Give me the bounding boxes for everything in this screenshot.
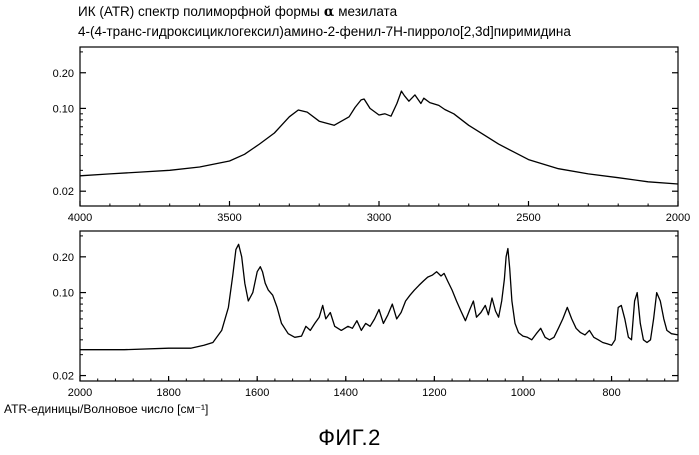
upper-x-tick-label: 2500 [516,212,540,224]
figure-caption: ФИГ.2 [0,425,699,451]
upper-y-tick-label: 0.20 [53,68,74,80]
lower-x-tick-label: 1200 [422,387,446,399]
upper-x-tick-label: 3500 [217,212,241,224]
upper-x-tick-label: 2000 [666,212,690,224]
lower-x-tick-label: 1000 [511,387,535,399]
x-axis-unit-label: ATR-единицы/Волновое число [см⁻¹] [4,402,208,416]
lower-y-tick-label: 0.10 [53,288,74,300]
lower-spectrum-line [80,244,678,349]
lower-x-tick-label: 2000 [68,387,92,399]
upper-spectrum-line [80,91,678,184]
upper-x-tick-label: 3000 [367,212,391,224]
upper-x-tick-label: 4000 [68,212,92,224]
lower-plot-frame [80,231,678,381]
upper-y-tick-label: 0.02 [53,186,74,198]
lower-x-tick-label: 800 [602,387,620,399]
upper-plot-frame [80,47,678,206]
lower-x-tick-label: 1600 [245,387,269,399]
lower-y-tick-label: 0.02 [53,371,74,383]
lower-x-tick-label: 1800 [156,387,180,399]
lower-x-tick-label: 1400 [334,387,358,399]
upper-y-tick-label: 0.10 [53,103,74,115]
lower-y-tick-label: 0.20 [53,252,74,264]
